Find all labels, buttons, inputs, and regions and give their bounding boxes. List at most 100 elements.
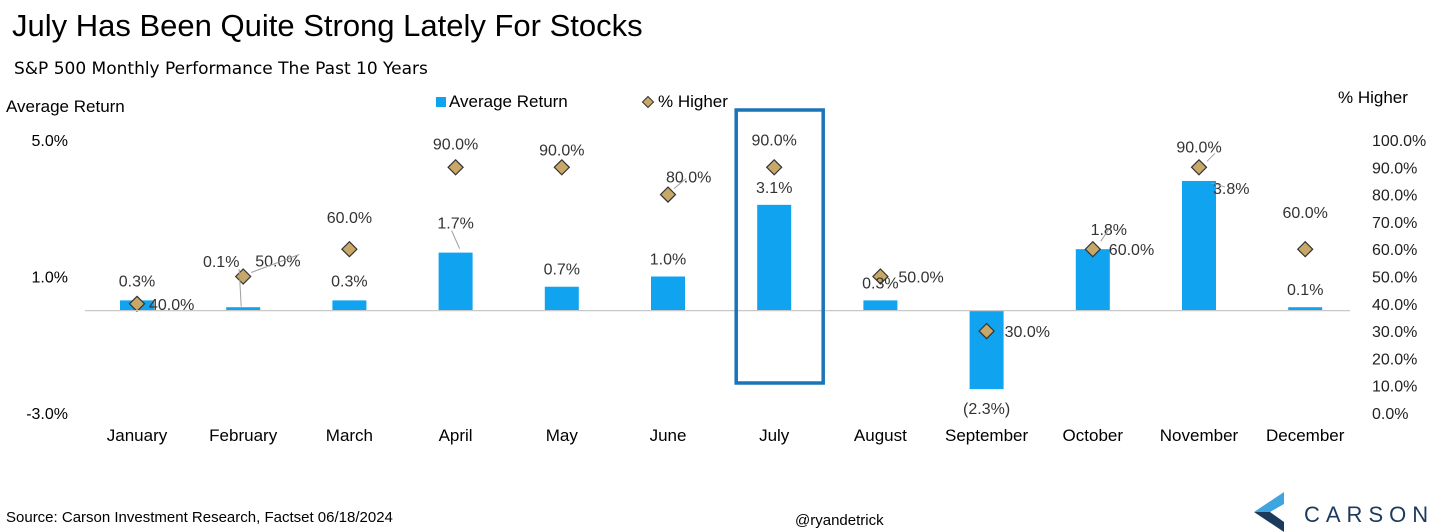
- right-axis-tick-label: 40.0%: [1372, 297, 1417, 314]
- left-axis-tick-label: 5.0%: [32, 133, 68, 150]
- bar-june: [651, 276, 685, 311]
- data-labels: 0.3% 0.1% 0.3% 1.7% 0.7% 1.0% 3.1% 0.3% (2.3%) 1.…: [119, 132, 1328, 418]
- marker-value-label: 90.0%: [752, 132, 797, 149]
- carson-logo: CARSON: [1254, 492, 1434, 532]
- bar-value-label: 0.1%: [203, 254, 239, 271]
- leader-line: [1210, 182, 1226, 188]
- legend-label-average-return: Average Return: [449, 92, 568, 111]
- bar-march: [332, 300, 367, 311]
- x-tick-label: October: [1063, 426, 1124, 445]
- right-axis-tick-label: 20.0%: [1372, 351, 1417, 368]
- right-axis-tick-label: 70.0%: [1372, 215, 1417, 232]
- bar-series: [120, 180, 1323, 390]
- bar-november: [1182, 180, 1216, 311]
- marker-december: [1296, 240, 1314, 258]
- bar-value-label: (2.3%): [963, 401, 1010, 418]
- marker-july: [765, 158, 783, 176]
- highlight-box: [734, 108, 825, 385]
- x-tick-label: July: [759, 426, 790, 445]
- marker-value-label: 90.0%: [433, 136, 478, 153]
- chart-title: July Has Been Quite Strong Lately For St…: [12, 8, 643, 43]
- bar-december: [1288, 307, 1323, 311]
- leader-line: [238, 269, 242, 307]
- bar-value-label: 3.8%: [1213, 181, 1249, 198]
- marker-february: [234, 268, 252, 285]
- right-axis-tick-label: 100.0%: [1372, 133, 1426, 150]
- marker-november: [1190, 158, 1208, 176]
- marker-april: [447, 158, 464, 176]
- bar-april: [438, 252, 473, 311]
- marker-may: [553, 158, 571, 176]
- bar-value-label: 0.3%: [119, 273, 155, 290]
- x-tick-label: April: [439, 426, 473, 445]
- marker-value-label: 60.0%: [1283, 205, 1328, 222]
- bar-value-label: 0.7%: [544, 262, 580, 279]
- x-tick-label: September: [945, 426, 1028, 445]
- leader-line: [451, 230, 461, 249]
- marker-value-label: 30.0%: [1005, 324, 1050, 341]
- bar-august: [863, 300, 898, 311]
- legend-swatch-average-return: [436, 97, 446, 107]
- marker-value-label: 90.0%: [1176, 139, 1221, 156]
- left-axis-tick-label: 1.0%: [32, 270, 68, 287]
- marker-value-label: 60.0%: [327, 210, 372, 227]
- right-axis: % Higher 100.0% 90.0% 80.0% 70.0% 60.0% 50.0% 4…: [1338, 88, 1426, 423]
- bar-october: [1075, 249, 1110, 311]
- right-axis-title: % Higher: [1338, 88, 1408, 107]
- legend-swatch-pct-higher: [641, 95, 655, 109]
- marker-value-label: 80.0%: [666, 170, 711, 187]
- bar-may: [544, 286, 579, 311]
- marker-series: [128, 158, 1314, 340]
- right-axis-tick-label: 80.0%: [1372, 188, 1417, 205]
- bar-september: [969, 310, 1004, 390]
- author-handle: @ryandetrick: [795, 512, 884, 529]
- bar-value-label: 0.1%: [1287, 282, 1323, 299]
- x-tick-label: June: [650, 426, 687, 445]
- bar-value-label: 1.7%: [437, 216, 473, 233]
- x-tick-label: March: [326, 426, 373, 445]
- bar-value-label: 0.3%: [862, 275, 898, 292]
- x-axis: January February March April May June July Augu…: [85, 310, 1350, 445]
- legend: Average Return % Higher: [436, 92, 728, 111]
- marker-june: [659, 186, 677, 203]
- marker-september: [978, 322, 995, 340]
- logo-text: CARSON: [1304, 502, 1434, 527]
- x-tick-label: August: [854, 426, 907, 445]
- bar-july: [757, 204, 792, 311]
- marker-august: [872, 268, 889, 285]
- right-axis-tick-label: 50.0%: [1372, 270, 1417, 287]
- x-tick-label: May: [546, 426, 579, 445]
- highlight-box-july: [734, 108, 825, 385]
- x-tick-label: January: [107, 426, 168, 445]
- marker-value-label: 40.0%: [149, 297, 194, 314]
- marker-value-label: 60.0%: [1109, 242, 1154, 259]
- bar-value-label: 1.8%: [1091, 222, 1127, 239]
- leader-line: [251, 254, 300, 273]
- bar-value-label: 3.1%: [756, 180, 792, 197]
- x-tick-label: November: [1160, 426, 1239, 445]
- leader-line: [1100, 228, 1110, 242]
- leader-line: [1206, 152, 1216, 162]
- x-tick-label: February: [209, 426, 278, 445]
- left-axis-tick-label: -3.0%: [26, 406, 68, 423]
- bar-value-label: 0.3%: [331, 273, 367, 290]
- right-axis-tick-label: 0.0%: [1372, 406, 1408, 423]
- logo-mark-top: [1254, 492, 1284, 512]
- logo-mark-bottom: [1254, 512, 1284, 532]
- left-axis: Average Return 5.0% 1.0% -3.0%: [6, 97, 125, 423]
- bar-february: [226, 307, 261, 311]
- x-tick-label: December: [1266, 426, 1345, 445]
- chart-subtitle: S&P 500 Monthly Performance The Past 10 …: [14, 59, 428, 79]
- marker-value-label: 50.0%: [898, 270, 943, 287]
- source-note: Source: Carson Investment Research, Fact…: [6, 509, 393, 526]
- right-axis-tick-label: 90.0%: [1372, 160, 1417, 177]
- leader-line: [673, 178, 687, 189]
- marker-value-label: 90.0%: [539, 142, 584, 159]
- legend-label-pct-higher: % Higher: [658, 92, 728, 111]
- marker-march: [341, 240, 358, 258]
- right-axis-tick-label: 10.0%: [1372, 379, 1417, 396]
- right-axis-tick-label: 60.0%: [1372, 242, 1417, 259]
- bar-value-label: 1.0%: [650, 252, 686, 269]
- marker-october: [1084, 240, 1102, 258]
